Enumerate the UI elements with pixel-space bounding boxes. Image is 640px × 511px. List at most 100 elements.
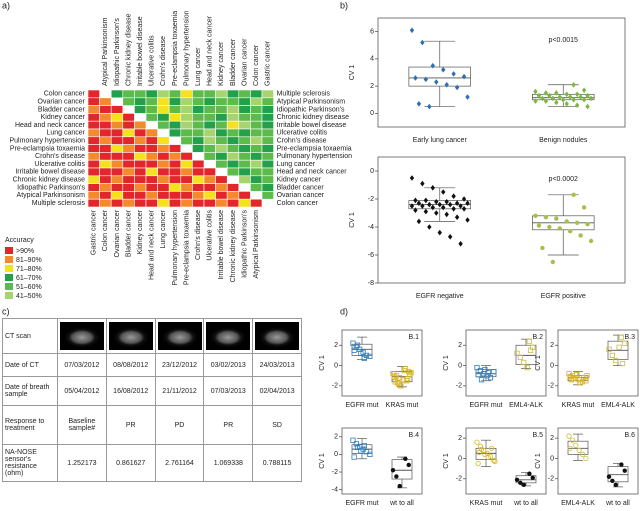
data-point	[618, 334, 624, 340]
heatmap-cell	[134, 167, 147, 177]
heatmap-cell	[226, 128, 240, 138]
heatmap-cell	[203, 144, 216, 153]
y-tick-label: 6	[370, 28, 374, 35]
chart-title: B.5	[532, 432, 543, 439]
row-label: Pulmonary hypertension	[10, 138, 86, 145]
heatmap-cell	[110, 89, 124, 99]
data-point	[585, 222, 590, 227]
heatmap-cell	[192, 167, 205, 177]
data-point	[588, 238, 594, 244]
data-point	[413, 75, 418, 81]
col-label-top: Crohn's disease	[160, 36, 167, 86]
x-tick-label: Benign nodules	[539, 137, 588, 144]
ct-image	[206, 322, 251, 350]
heatmap-cell	[250, 144, 263, 153]
table-cell: 1.252173	[57, 444, 107, 482]
data-point	[441, 204, 446, 211]
data-point	[527, 471, 532, 476]
heatmap-cell	[215, 105, 228, 114]
table-row: Date of CT 07/03/2012 08/08/2012 23/12/2012…	[2, 353, 302, 377]
data-point	[461, 73, 467, 80]
heatmap-cell	[192, 105, 205, 114]
heatmap-cell	[250, 97, 263, 106]
heatmap-cell	[192, 136, 205, 145]
heatmap-cell	[180, 191, 193, 200]
heatmap-cell	[99, 175, 112, 184]
heatmap-cell	[134, 159, 147, 169]
heatmap-cell	[134, 183, 147, 192]
heatmap-cell	[180, 175, 193, 184]
row-label-right: Kidney cancer	[277, 177, 322, 184]
x-tick-label: wt to all	[389, 500, 414, 507]
heatmap-cell	[87, 113, 100, 122]
chart-title: B.3	[624, 334, 635, 341]
x-tick-label: KRAS mut	[562, 402, 595, 409]
y-tick-label: 0	[458, 455, 462, 462]
heatmap-cell	[226, 144, 240, 153]
col-label-top: Ulcerative colitis	[149, 35, 156, 86]
heatmap-cell	[122, 113, 135, 122]
data-point	[434, 79, 439, 85]
x-tick-label: EGFR mut	[345, 500, 378, 507]
row-label-right: Pre-eclampsia toxaemia	[277, 145, 352, 152]
col-label-top: Idiopathic Parkinson's	[114, 18, 121, 86]
heatmap-cell	[145, 175, 158, 184]
col-label-bottom: Chronic kidney disease	[230, 210, 237, 282]
heatmap-cell	[226, 136, 240, 145]
heatmap-cell	[250, 128, 263, 138]
data-point	[514, 477, 520, 482]
col-label-bottom: Pre-eclampsia toxaemia	[183, 210, 190, 285]
data-point	[451, 193, 456, 199]
heatmap-cell	[122, 183, 135, 192]
heatmap-cell	[87, 97, 100, 106]
legend-title: Accuracy	[5, 237, 34, 244]
table-cell: 24/03/2013	[252, 353, 302, 377]
heatmap-cell	[122, 144, 135, 153]
data-point	[574, 102, 580, 108]
y-tick-label: 0	[370, 110, 374, 117]
data-point	[354, 444, 361, 450]
col-label-bottom: Idiopathic Parkinson's	[241, 210, 248, 278]
heatmap-cell	[145, 152, 158, 161]
data-point	[423, 197, 429, 204]
data-point	[584, 373, 590, 379]
data-point	[571, 96, 576, 103]
heatmap-cell	[238, 144, 251, 153]
heatmap-cell	[250, 167, 263, 177]
data-point	[540, 95, 545, 102]
table-cell: PR	[105, 405, 156, 445]
table: CT scan Date of CT 07/03/2012 08/08/2012 23/…	[2, 318, 302, 482]
heatmap-cell	[203, 167, 216, 177]
heatmap-cell	[110, 198, 124, 208]
row-label: Bladder cancer	[38, 106, 86, 113]
box	[475, 447, 497, 460]
box	[408, 66, 471, 87]
heatmap-cell	[180, 198, 193, 208]
data-point	[619, 360, 626, 367]
row-label-right: Lung cancer	[277, 161, 316, 168]
heatmap-cell	[110, 159, 124, 169]
heatmap-cell	[157, 89, 170, 99]
heatmap-cell	[110, 136, 124, 145]
data-point	[423, 76, 429, 83]
data-point	[533, 88, 538, 95]
data-point	[557, 94, 562, 100]
heatmap-cell	[110, 183, 124, 192]
heatmap-cell	[99, 136, 112, 145]
heatmap-cell	[226, 159, 240, 169]
col-label-top: Bladder cancer	[230, 38, 237, 86]
x-tick-label: KRAS mut	[470, 500, 503, 507]
data-point	[406, 462, 411, 468]
legend-label: 71–80%	[16, 266, 42, 273]
col-label-bottom: Lung cancer	[160, 209, 167, 248]
heatmap-cell	[215, 175, 228, 184]
data-point	[533, 98, 538, 104]
data-point	[416, 218, 422, 225]
data-point	[403, 456, 408, 461]
data-point	[574, 91, 580, 98]
data-point	[606, 346, 612, 352]
data-point	[420, 39, 425, 46]
heatmap-cell	[261, 183, 274, 192]
col-label-top: Pre-eclampsia toxaemia	[172, 11, 179, 86]
data-point	[543, 215, 549, 220]
